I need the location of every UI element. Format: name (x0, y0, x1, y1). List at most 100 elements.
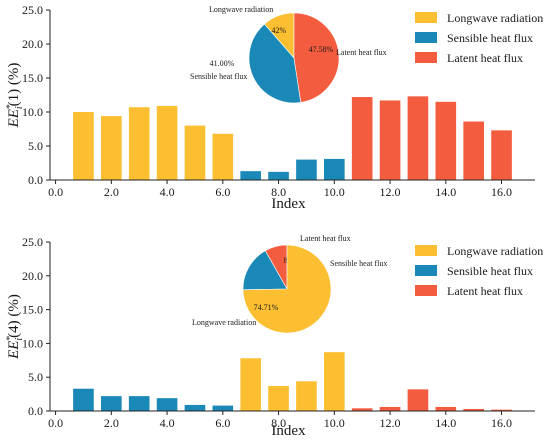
x-axis-label: Index (271, 196, 306, 212)
y-label-rest: (4) (%) (6, 294, 22, 338)
x-tick-label: 10.0 (324, 416, 345, 430)
bar (128, 396, 150, 411)
bar (268, 171, 289, 180)
y-label-sub: i (14, 338, 25, 341)
y-label-sup: * (5, 336, 16, 341)
legend-swatch (415, 32, 437, 43)
bar (101, 116, 122, 180)
legend-label: Latent heat flux (447, 51, 523, 65)
legend-label: Sensible heat flux (447, 264, 533, 278)
y-axis-label: EE*i(4) (%) (5, 294, 25, 360)
bar (435, 406, 457, 411)
y-label-rest: (1) (%) (6, 63, 22, 107)
y-tick-label: 10.0 (22, 336, 43, 350)
x-tick-label: 8.0 (271, 185, 286, 199)
legend-swatch (415, 12, 437, 23)
bar (296, 159, 317, 180)
y-tick-label: 15.0 (22, 303, 43, 317)
x-tick-label: 10.0 (324, 185, 345, 199)
y-tick-label: 0.0 (28, 404, 43, 418)
pie-percent-label: 41.00% (210, 59, 235, 68)
y-tick-label: 5.0 (28, 139, 43, 153)
bar (101, 396, 122, 411)
y-tick-label: 20.0 (22, 269, 43, 283)
pie-slice-name: Latent heat flux (336, 48, 387, 57)
y-tick-label: 20.0 (22, 37, 43, 51)
bar (491, 130, 512, 180)
pie-slice-name: Longwave radiation (209, 5, 273, 14)
x-tick-label: 2.0 (104, 185, 119, 199)
pie-slice-name: Sensible heat flux (190, 72, 247, 81)
legend-label: Longwave radiation (447, 244, 543, 258)
x-tick-label: 16.0 (491, 185, 512, 199)
pie-percent-label: 74.71% (254, 303, 279, 312)
x-tick-label: 4.0 (160, 185, 175, 199)
legend-swatch (415, 245, 437, 256)
y-label-main: EE (6, 341, 22, 360)
y-tick-label: 5.0 (28, 370, 43, 384)
bar (212, 405, 234, 411)
bar (156, 398, 178, 411)
bar (212, 133, 234, 180)
chart-panel-2: 0.0 5.0 10.0 15.0 20.0 25.0 0.0 2.0 4.0 6.0 8.0 10.… (5, 234, 543, 439)
x-tick-label: 2.0 (104, 416, 119, 430)
x-tick-label: 16.0 (491, 416, 512, 430)
bar (156, 105, 178, 180)
bar (463, 121, 484, 180)
y-tick-label: 25.0 (22, 3, 43, 17)
legend-swatch (415, 265, 437, 276)
legend-swatch (415, 285, 437, 296)
bar (128, 107, 150, 180)
y-tick-label: 25.0 (22, 235, 43, 249)
x-tick-label: 14.0 (435, 185, 456, 199)
legend-swatch (415, 52, 437, 63)
x-tick-label: 12.0 (380, 416, 401, 430)
pie-slice (242, 244, 332, 334)
x-tick-label: 14.0 (435, 416, 456, 430)
y-tick-label: 10.0 (22, 105, 43, 119)
bar (379, 100, 401, 180)
x-tick-label: 0.0 (48, 416, 63, 430)
x-tick-label: 0.0 (48, 185, 63, 199)
bar (379, 406, 401, 411)
legend-label: Latent heat flux (447, 284, 523, 298)
bar (491, 409, 512, 411)
bar (351, 408, 373, 411)
pie-slice (248, 23, 302, 104)
pie-percent-label: 11.42% (262, 26, 287, 35)
bar (73, 388, 94, 411)
legend-label: Sensible heat flux (447, 31, 533, 45)
bar (184, 404, 206, 411)
bar (240, 171, 262, 180)
y-tick-label: 15.0 (22, 71, 43, 85)
pie-slice (293, 12, 340, 103)
pie-slice (242, 250, 288, 291)
bar (323, 352, 345, 411)
bar (407, 96, 429, 180)
bar (296, 381, 317, 411)
bar (435, 101, 457, 180)
x-tick-label: 6.0 (215, 185, 230, 199)
legend-label: Longwave radiation (447, 11, 543, 25)
bar (73, 112, 94, 180)
bar (184, 125, 206, 180)
y-tick-label: 0.0 (28, 173, 43, 187)
x-axis-label: Index (271, 423, 306, 439)
bar (240, 358, 262, 411)
y-label-sup: * (5, 104, 16, 109)
pie-slice-name: Longwave radiation (192, 318, 256, 327)
bar (463, 408, 484, 411)
pie-slice-name: Sensible heat flux (330, 259, 387, 268)
y-label-main: EE (6, 109, 22, 128)
y-axis-label: EE*i(1) (%) (5, 63, 25, 129)
bar (407, 389, 429, 411)
bar (351, 97, 373, 180)
x-tick-label: 12.0 (380, 185, 401, 199)
pie-percent-label: 47.58% (309, 45, 334, 54)
chart-panel-1: 0.0 5.0 10.0 15.0 20.0 25.0 0.0 2.0 4.0 6.0 8.0 10.… (5, 3, 543, 212)
x-tick-label: 8.0 (271, 416, 286, 430)
y-label-sub: i (14, 106, 25, 109)
pie-slice-name: Latent heat flux (300, 234, 351, 243)
x-tick-label: 6.0 (215, 416, 230, 430)
